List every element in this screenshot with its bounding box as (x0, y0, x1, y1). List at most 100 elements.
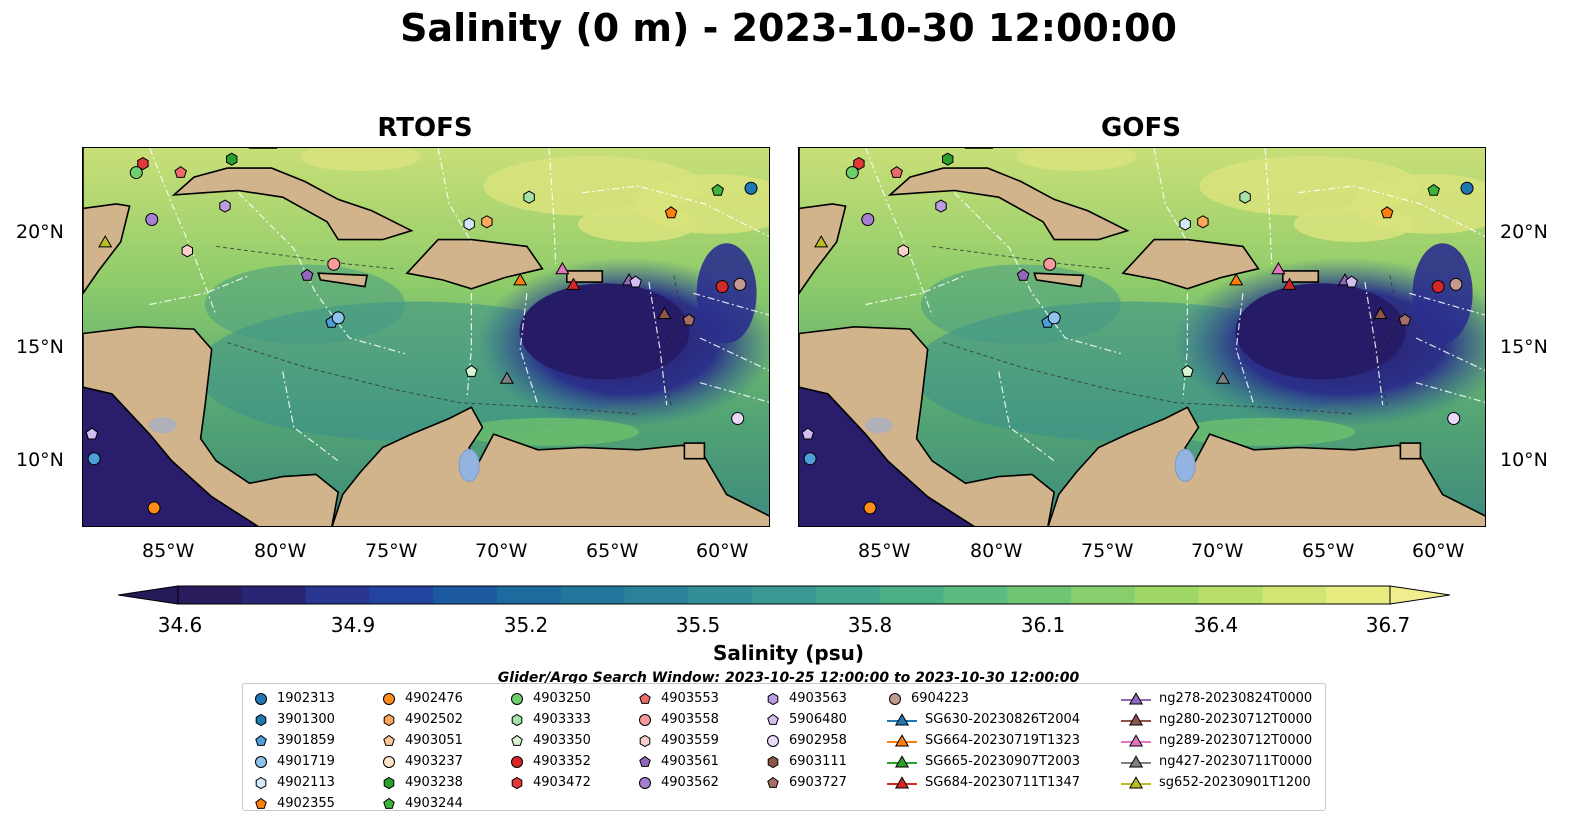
observation-marker[interactable] (147, 501, 161, 515)
observation-marker[interactable] (803, 452, 817, 466)
legend-marker[interactable] (639, 734, 651, 747)
observation-marker[interactable] (331, 311, 345, 325)
legend-marker[interactable] (511, 755, 523, 768)
observation-marker[interactable] (744, 181, 758, 195)
legend-marker[interactable] (767, 734, 779, 747)
observation-marker[interactable] (1271, 261, 1286, 275)
observation-marker[interactable] (1282, 277, 1297, 290)
observation-marker[interactable] (1345, 275, 1358, 288)
observation-marker[interactable] (1380, 206, 1394, 219)
observation-marker[interactable] (890, 165, 903, 178)
legend-marker[interactable] (383, 734, 395, 746)
observation-marker[interactable] (181, 244, 193, 258)
legend-marker[interactable] (639, 713, 651, 726)
observation-marker[interactable] (129, 166, 143, 180)
legend-marker[interactable] (1128, 712, 1144, 725)
observation-marker[interactable] (1447, 411, 1461, 425)
observation-marker[interactable] (814, 235, 829, 248)
legend-marker[interactable] (767, 713, 779, 725)
legend-marker[interactable] (511, 776, 523, 789)
observation-marker[interactable] (463, 217, 475, 231)
observation-marker[interactable] (1398, 313, 1412, 326)
observation-marker[interactable] (555, 261, 570, 275)
legend-marker[interactable] (255, 692, 267, 705)
observation-marker[interactable] (219, 199, 231, 213)
observation-marker[interactable] (1427, 183, 1440, 196)
observation-marker[interactable] (1431, 280, 1445, 294)
observation-marker[interactable] (1043, 257, 1057, 271)
observation-marker[interactable] (1229, 273, 1244, 286)
observation-marker[interactable] (664, 206, 678, 219)
observation-marker[interactable] (1239, 190, 1251, 204)
legend-marker[interactable] (639, 755, 651, 767)
legend-marker[interactable] (639, 776, 651, 789)
observation-marker[interactable] (733, 277, 747, 291)
observation-marker[interactable] (711, 183, 724, 196)
legend-marker[interactable] (255, 713, 267, 726)
observation-marker[interactable] (1449, 277, 1463, 291)
observation-marker[interactable] (1181, 364, 1194, 377)
legend-marker[interactable] (383, 713, 395, 726)
observation-marker[interactable] (1215, 371, 1230, 384)
observation-marker[interactable] (935, 199, 947, 213)
legend-marker[interactable] (767, 776, 779, 788)
observation-marker[interactable] (853, 157, 865, 171)
observation-marker[interactable] (465, 364, 478, 377)
legend-marker[interactable] (767, 755, 779, 768)
observation-marker[interactable] (1373, 306, 1388, 319)
observation-marker[interactable] (801, 427, 815, 440)
legend-marker[interactable] (1128, 754, 1144, 767)
observation-marker[interactable] (85, 427, 99, 440)
legend-marker[interactable] (1128, 775, 1144, 788)
observation-marker[interactable] (657, 306, 672, 319)
legend-marker[interactable] (1128, 733, 1144, 746)
observation-marker[interactable] (327, 257, 341, 271)
observation-marker[interactable] (682, 313, 696, 326)
legend-marker[interactable] (1128, 691, 1144, 704)
legend-marker[interactable] (889, 692, 901, 705)
observation-marker[interactable] (731, 411, 745, 425)
legend-marker[interactable] (255, 734, 267, 746)
observation-marker[interactable] (513, 273, 528, 286)
legend-marker[interactable] (894, 733, 910, 746)
legend-marker[interactable] (894, 775, 910, 788)
observation-marker[interactable] (566, 277, 581, 290)
legend-marker[interactable] (894, 712, 910, 725)
observation-marker[interactable] (1016, 268, 1030, 281)
legend-marker[interactable] (511, 692, 523, 705)
observation-marker[interactable] (1197, 215, 1209, 229)
legend-marker[interactable] (894, 754, 910, 767)
observation-marker[interactable] (1047, 311, 1061, 325)
map-panel-rtofs[interactable] (82, 147, 770, 527)
observation-marker[interactable] (87, 452, 101, 466)
observation-marker[interactable] (499, 371, 514, 384)
observation-marker[interactable] (174, 165, 187, 178)
observation-marker[interactable] (863, 501, 877, 515)
legend-marker[interactable] (383, 776, 395, 789)
legend-marker[interactable] (255, 776, 267, 789)
legend-marker[interactable] (639, 692, 651, 704)
observation-marker[interactable] (1179, 217, 1191, 231)
observation-marker[interactable] (629, 275, 642, 288)
legend-marker[interactable] (383, 692, 395, 705)
legend-marker[interactable] (383, 797, 395, 809)
legend-marker[interactable] (383, 755, 395, 768)
observation-marker[interactable] (715, 280, 729, 294)
observation-marker[interactable] (897, 244, 909, 258)
observation-marker[interactable] (861, 213, 875, 227)
legend-marker[interactable] (511, 713, 523, 726)
observation-marker[interactable] (481, 215, 493, 229)
map-panel-gofs[interactable] (798, 147, 1486, 527)
observation-marker[interactable] (300, 268, 314, 281)
observation-marker[interactable] (145, 213, 159, 227)
legend-marker[interactable] (511, 734, 523, 746)
legend-marker[interactable] (255, 797, 267, 809)
observation-marker[interactable] (98, 235, 113, 248)
observation-marker[interactable] (226, 152, 238, 166)
observation-marker[interactable] (942, 152, 954, 166)
observation-marker[interactable] (845, 166, 859, 180)
legend-marker[interactable] (255, 755, 267, 768)
legend-marker[interactable] (767, 692, 779, 705)
observation-marker[interactable] (1460, 181, 1474, 195)
observation-marker[interactable] (137, 157, 149, 171)
